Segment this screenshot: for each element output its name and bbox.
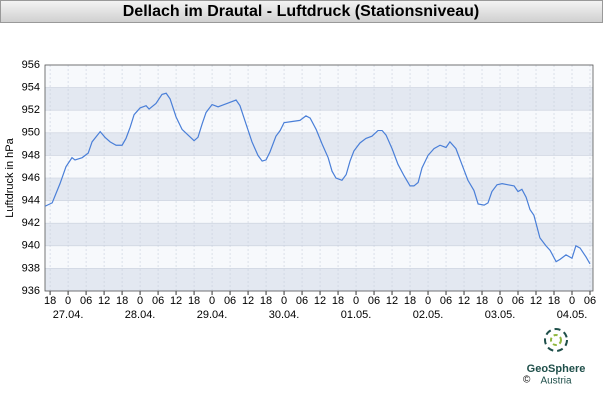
x-tick-label: 12 [530, 295, 542, 307]
x-date-label: 01.05. [341, 309, 372, 321]
x-tick-label: 12 [170, 295, 182, 307]
x-date-label: 02.05. [413, 309, 444, 321]
x-date-label: 30.04. [269, 309, 300, 321]
x-tick-label: 12 [386, 295, 398, 307]
x-date-label: 03.05. [485, 309, 516, 321]
logo: © GeoSphere Austria [523, 328, 586, 387]
x-tick-label: 18 [548, 295, 560, 307]
plot-area: 936 938 940 942 944 946 948 950 952 954 956 18 0 06 12… [22, 59, 596, 321]
x-tick-label: 0 [353, 295, 359, 307]
x-tick-label: 0 [209, 295, 215, 307]
y-tick-label: 948 [22, 149, 40, 161]
y-tick-label: 944 [22, 195, 40, 207]
grid-band [45, 178, 593, 201]
y-tick-label: 954 [22, 82, 40, 94]
x-tick-label: 06 [152, 295, 164, 307]
x-tick-label: 0 [569, 295, 575, 307]
x-tick-label: 18 [260, 295, 272, 307]
x-tick-label: 18 [404, 295, 416, 307]
logo-icon [550, 334, 562, 346]
plot-border [44, 64, 594, 292]
x-tick-label: 0 [137, 295, 143, 307]
copyright: © [523, 375, 531, 386]
x-tick-label: 06 [296, 295, 308, 307]
x-tick-label: 06 [584, 295, 596, 307]
x-tick-label: 0 [65, 295, 71, 307]
x-date-label: 27.04. [53, 309, 84, 321]
logo-country: Austria [540, 376, 572, 387]
x-tick-label: 06 [440, 295, 452, 307]
x-tick-label: 12 [242, 295, 254, 307]
y-tick-label: 950 [22, 127, 40, 139]
grid-band [45, 223, 593, 246]
y-tick-label: 946 [22, 172, 40, 184]
y-tick-label: 942 [22, 217, 40, 229]
data-line [44, 92, 591, 265]
x-tick-label: 06 [512, 295, 524, 307]
x-tick-label: 18 [44, 295, 56, 307]
y-tick-label: 956 [22, 59, 40, 71]
chart-title: Dellach im Drautal - Luftdruck (Stations… [123, 3, 480, 20]
y-tick-label: 936 [22, 285, 40, 297]
y-tick-label: 952 [22, 104, 40, 116]
y-axis-label: Luftdruck in hPa [4, 137, 16, 217]
x-date-label: 28.04. [125, 309, 156, 321]
x-tick-label: 0 [425, 295, 431, 307]
grid-band [45, 268, 593, 291]
y-tick-label: 938 [22, 262, 40, 274]
x-tick-label: 18 [476, 295, 488, 307]
x-tick-label: 18 [116, 295, 128, 307]
x-tick-label: 18 [332, 295, 344, 307]
x-tick-label: 0 [497, 295, 503, 307]
logo-name: GeoSphere [527, 363, 586, 375]
x-tick-label: 06 [224, 295, 236, 307]
x-tick-label: 06 [80, 295, 92, 307]
x-tick-label: 18 [188, 295, 200, 307]
x-tick-label: 06 [368, 295, 380, 307]
y-tick-label: 940 [22, 240, 40, 252]
x-date-label: 04.05. [557, 309, 588, 321]
x-tick-label: 0 [281, 295, 287, 307]
grid-band [45, 87, 593, 111]
logo-icon [544, 328, 568, 352]
x-date-label: 29.04. [197, 309, 228, 321]
x-tick-label: 12 [458, 295, 470, 307]
x-tick-label: 12 [314, 295, 326, 307]
x-tick-label: 12 [98, 295, 110, 307]
